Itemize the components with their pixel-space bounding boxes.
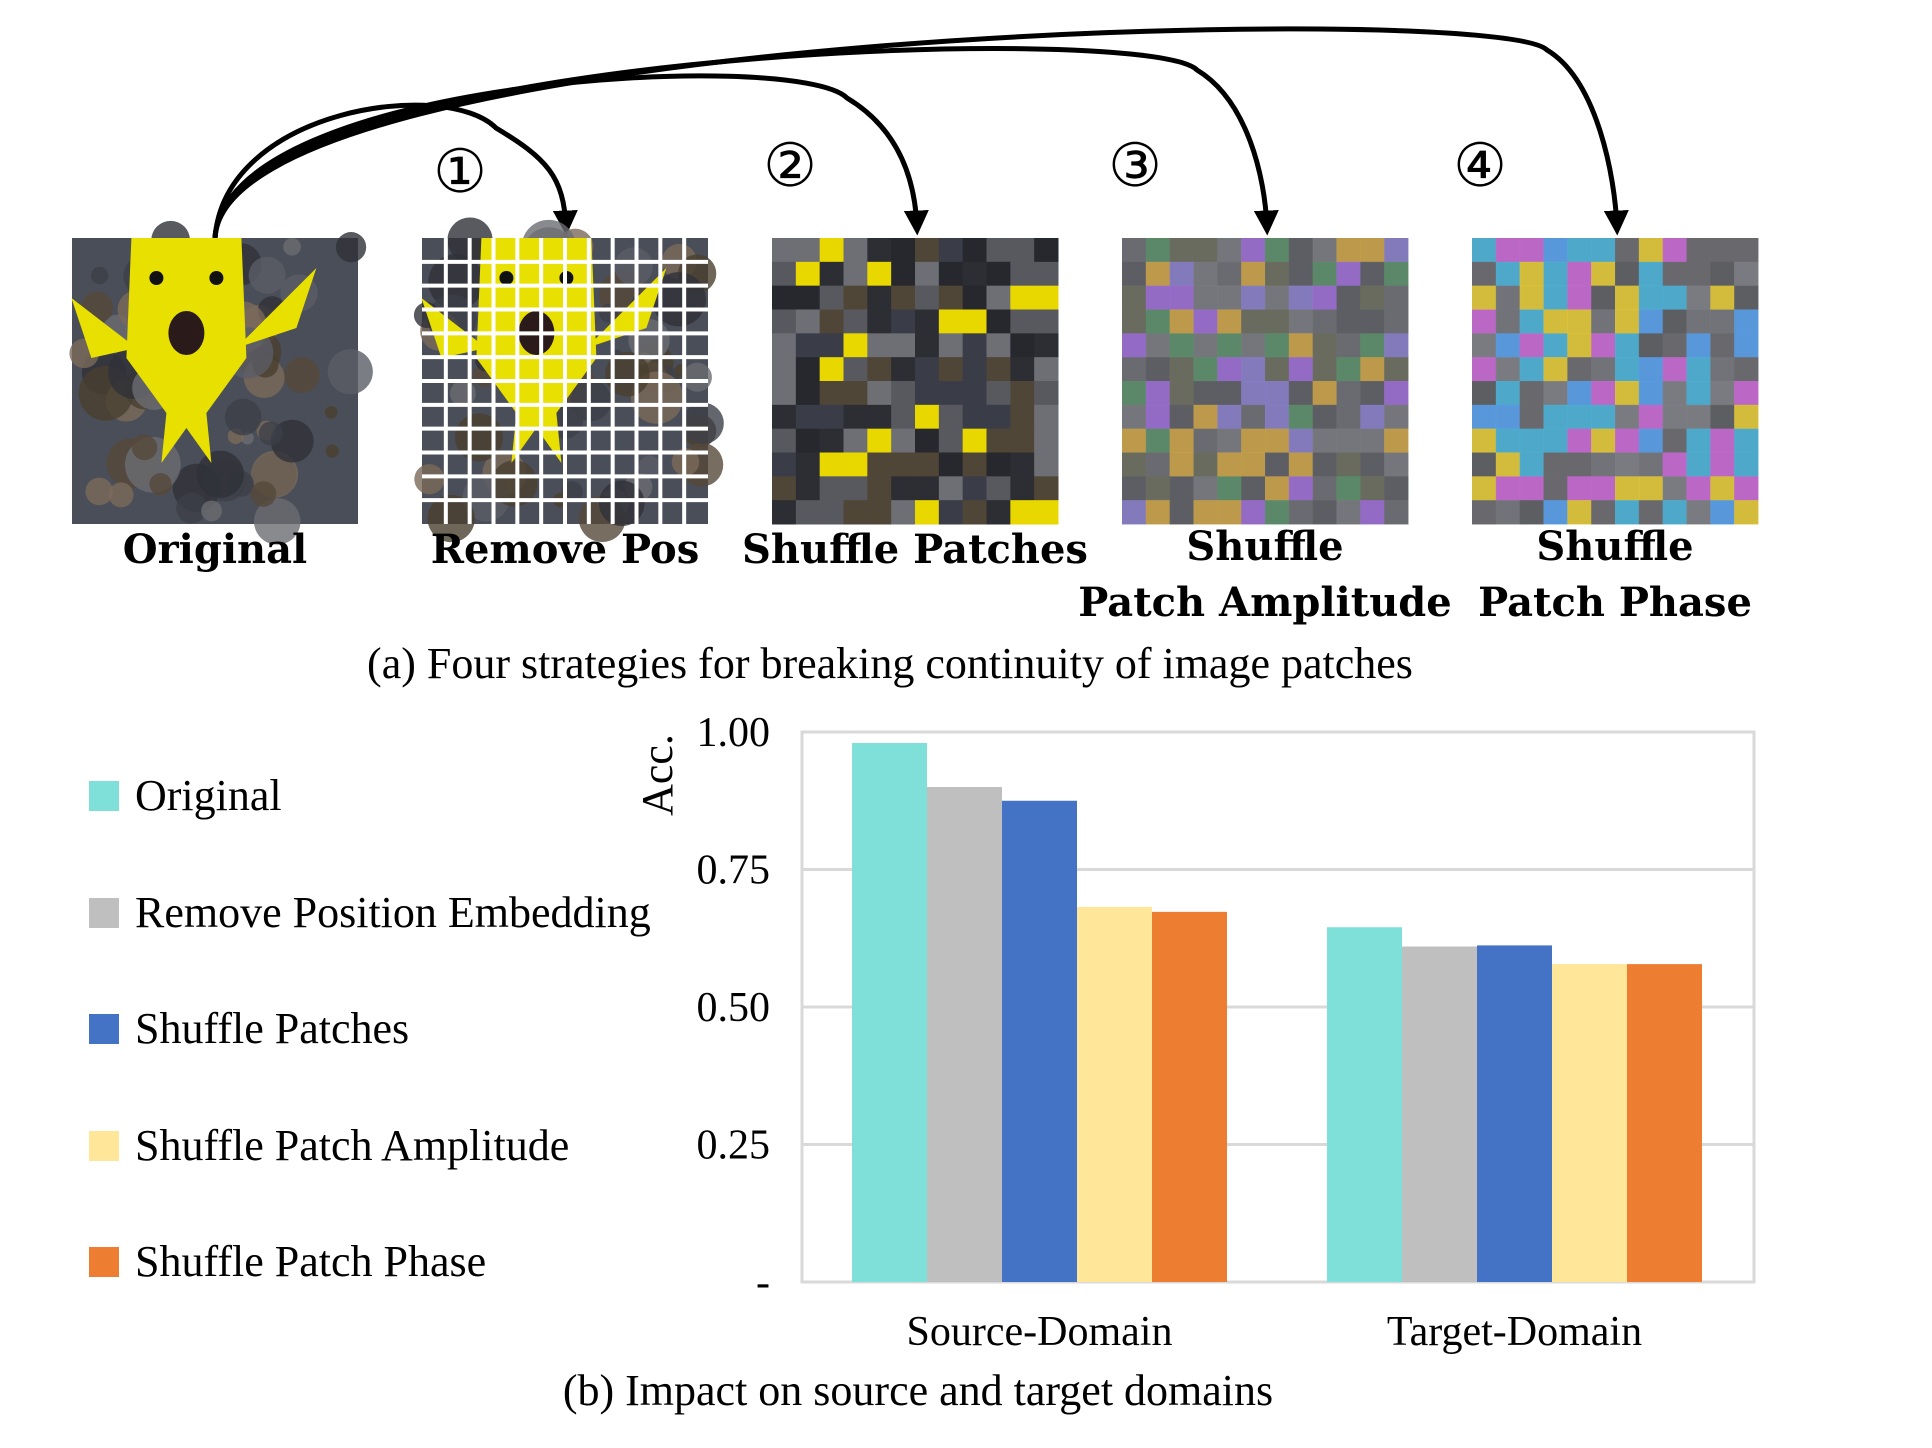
- y-tick-labels: - 0.25 0.50 0.75 1.00: [697, 710, 771, 1306]
- y-tick-label: 0.75: [697, 848, 771, 894]
- y-tick-label: 0.25: [697, 1123, 771, 1169]
- legend-swatch: [89, 781, 119, 811]
- bar-phase-target-domain: [1627, 964, 1702, 1282]
- image-original: [69, 220, 373, 545]
- panel-a: ① ② ③ ④ Original Remove Pos Shuffle Patches Sh…: [69, 26, 1759, 688]
- image-label-shuffle: Shuffle Patches: [742, 526, 1088, 573]
- chart-title: (b) Impact on source and target domains: [563, 1366, 1273, 1415]
- legend-swatch: [89, 1247, 119, 1277]
- image-label-grid: Remove Pos: [431, 526, 700, 573]
- x-tick-labels: Source-Domain Target-Domain: [907, 1309, 1643, 1355]
- image-label-amplitude: Shuffle: [1186, 523, 1343, 570]
- legend-label: Shuffle Patch Phase: [135, 1237, 486, 1286]
- image-amplitude: [1122, 238, 1409, 525]
- bar-amplitude-source-domain: [1077, 906, 1152, 1282]
- example-images: [69, 217, 1759, 545]
- bar-original-source-domain: [852, 743, 927, 1282]
- image-phase: [1472, 238, 1759, 525]
- strategy-arrow-1: [212, 102, 578, 239]
- y-tick-label: 0.50: [697, 985, 771, 1031]
- bar-original-target-domain: [1327, 927, 1402, 1282]
- legend-label: Original: [135, 771, 282, 820]
- legend-label: Shuffle Patches: [135, 1004, 409, 1053]
- legend-item: Shuffle Patches: [89, 1004, 409, 1053]
- bar-chart: - 0.25 0.50 0.75 1.00 Source-Domain Target-Do…: [633, 710, 1756, 1355]
- x-tick-label: Source-Domain: [907, 1309, 1173, 1355]
- image-label-amplitude: Patch Amplitude: [1078, 579, 1451, 626]
- image-shuffle: [772, 238, 1059, 525]
- y-tick-label: -: [756, 1260, 770, 1306]
- panel-a-caption: (a) Four strategies for breaking continu…: [367, 639, 1413, 688]
- strategy-markers: ① ② ③ ④: [433, 131, 1507, 207]
- strategy-arcs: [212, 26, 1629, 239]
- image-grid: [413, 217, 724, 543]
- y-tick-label: 1.00: [697, 710, 771, 756]
- legend-item: Shuffle Patch Phase: [89, 1237, 486, 1286]
- legend-item: Shuffle Patch Amplitude: [89, 1121, 569, 1170]
- strategy-arrow-4: [212, 26, 1629, 239]
- legend-item: Original: [89, 771, 282, 820]
- y-axis-label: Acc.: [633, 734, 682, 816]
- bar-remove_pos-source-domain: [927, 787, 1002, 1282]
- strategy-arrow-2: [212, 73, 929, 239]
- strategy-marker-4: ④: [1453, 131, 1507, 201]
- strategy-arrow-3: [212, 46, 1279, 239]
- legend-label: Shuffle Patch Amplitude: [135, 1121, 569, 1170]
- bar-amplitude-target-domain: [1552, 964, 1627, 1282]
- legend-item: Remove Position Embedding: [89, 888, 651, 937]
- bar-phase-source-domain: [1152, 911, 1227, 1282]
- image-label-phase: Shuffle: [1536, 523, 1693, 570]
- bar-shuffle_patches-source-domain: [1002, 800, 1077, 1282]
- bars: [852, 743, 1702, 1282]
- image-labels: Original Remove Pos Shuffle Patches Shuffle…: [123, 523, 1752, 626]
- strategy-marker-3: ③: [1108, 131, 1162, 201]
- strategy-marker-2: ②: [763, 131, 817, 201]
- legend-label: Remove Position Embedding: [135, 888, 651, 937]
- strategy-marker-1: ①: [433, 137, 487, 207]
- bar-shuffle_patches-target-domain: [1477, 945, 1552, 1282]
- image-label-phase: Patch Phase: [1478, 579, 1752, 626]
- bar-remove_pos-target-domain: [1402, 946, 1477, 1282]
- x-tick-label: Target-Domain: [1387, 1309, 1642, 1355]
- legend-swatch: [89, 898, 119, 928]
- image-label-original: Original: [123, 526, 307, 573]
- panel-b: Original Remove Position Embedding Shuffle…: [89, 710, 1756, 1415]
- chart-legend: Original Remove Position Embedding Shuffle…: [89, 771, 651, 1286]
- legend-swatch: [89, 1131, 119, 1161]
- legend-swatch: [89, 1014, 119, 1044]
